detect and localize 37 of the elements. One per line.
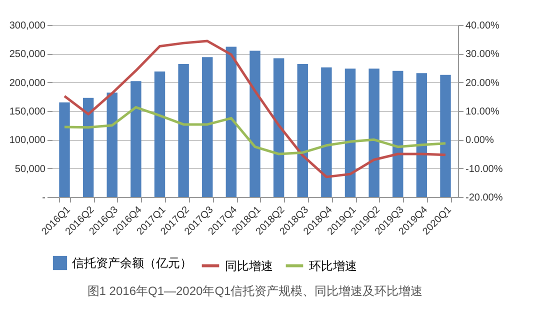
y2-tick-label: -20.00% bbox=[466, 192, 503, 204]
bar bbox=[226, 46, 237, 197]
bar bbox=[202, 57, 213, 197]
bar bbox=[416, 73, 428, 197]
y2-tick-label: 20.00% bbox=[466, 78, 500, 89]
bar bbox=[178, 64, 189, 197]
bar bbox=[297, 64, 308, 197]
legend-label: 环比增速 bbox=[309, 258, 357, 273]
y-tick-label: 200,000 bbox=[9, 78, 46, 89]
bar bbox=[440, 74, 451, 197]
y-tick-label: 300,000 bbox=[9, 20, 46, 32]
line-series bbox=[63, 40, 447, 178]
bar bbox=[344, 68, 356, 197]
bar bbox=[130, 81, 142, 197]
bar bbox=[106, 92, 118, 197]
legend-label: 同比增速 bbox=[225, 258, 273, 273]
y-tick-label: 100,000 bbox=[9, 135, 46, 146]
bar bbox=[392, 70, 404, 197]
y2-tick-label: -10.00% bbox=[466, 164, 503, 175]
y2-tick-label: 0.00% bbox=[466, 135, 494, 146]
bar bbox=[82, 98, 94, 197]
y2-tick-label: 10.00% bbox=[466, 106, 500, 118]
y-tick-label: 250,000 bbox=[9, 49, 46, 60]
line-series bbox=[63, 106, 447, 156]
y-tick-label: 50,000 bbox=[14, 164, 46, 175]
bar bbox=[321, 67, 332, 197]
caption: 图1 2016年Q1—2020年Q1信托资产规模、同比增速及环比增速 bbox=[87, 284, 423, 298]
bar bbox=[59, 102, 70, 197]
legend-label: 信托资产余额（亿元） bbox=[72, 256, 192, 270]
bar bbox=[368, 68, 380, 197]
y2-tick-label: 40.00% bbox=[466, 20, 500, 32]
y-tick-label: 150,000 bbox=[9, 106, 46, 118]
bar bbox=[154, 71, 166, 197]
bar bbox=[250, 50, 260, 197]
y-tick-label: - bbox=[42, 192, 46, 204]
bar bbox=[273, 58, 284, 197]
y2-tick-label: 30.00% bbox=[466, 49, 500, 60]
